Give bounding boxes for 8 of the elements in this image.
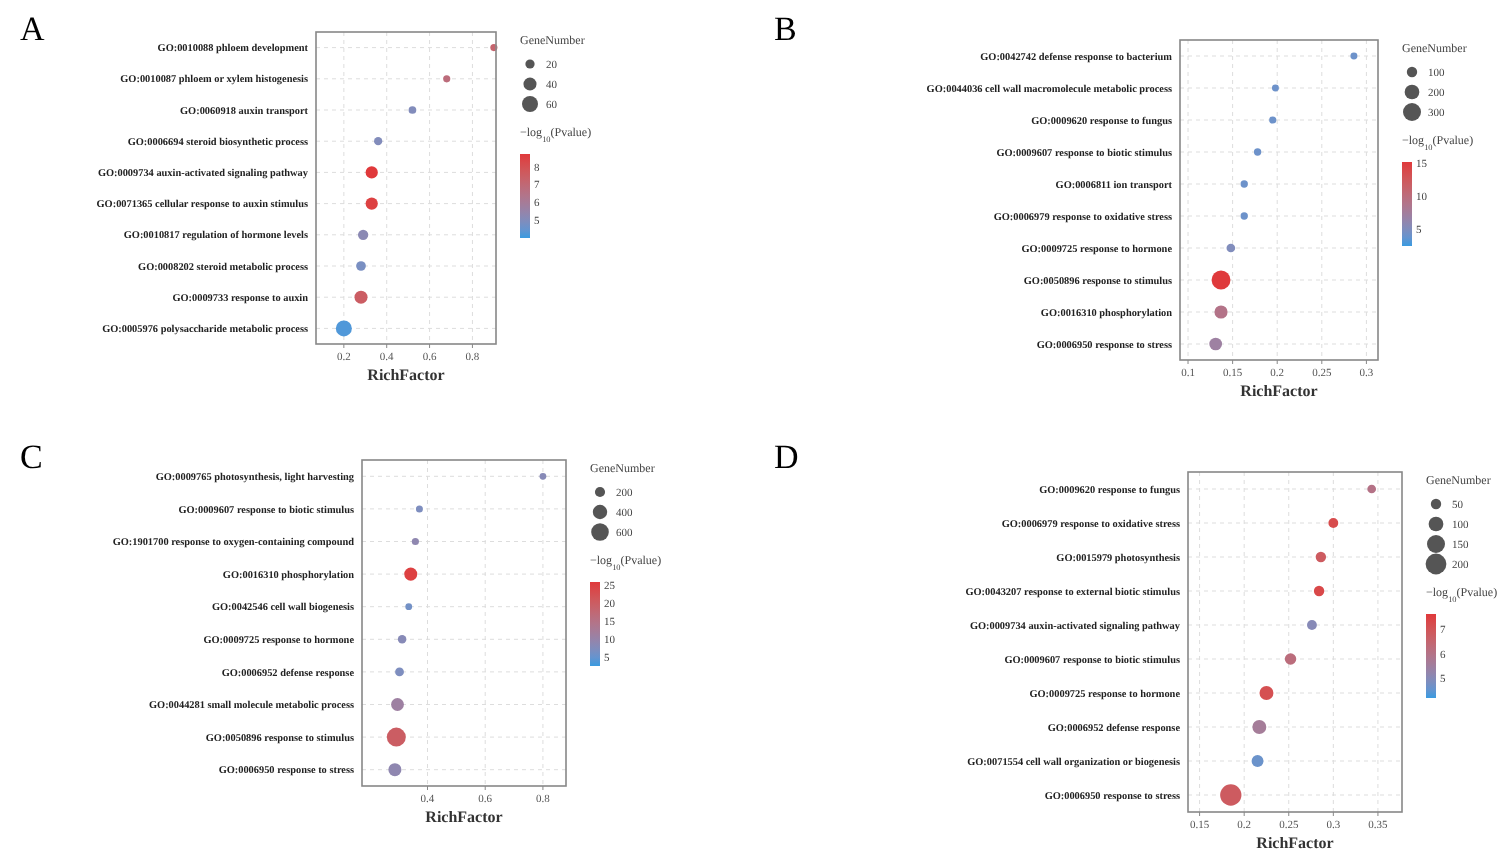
x-axis-title: RichFactor — [425, 808, 504, 826]
text: A — [20, 10, 46, 48]
text: B — [774, 10, 797, 48]
x-axis-title: RichFactor — [1240, 382, 1319, 400]
text: C — [20, 438, 43, 476]
x-axis-title: RichFactor — [1256, 834, 1335, 852]
x-axis-title: RichFactor — [367, 366, 446, 384]
text: D — [774, 438, 799, 476]
